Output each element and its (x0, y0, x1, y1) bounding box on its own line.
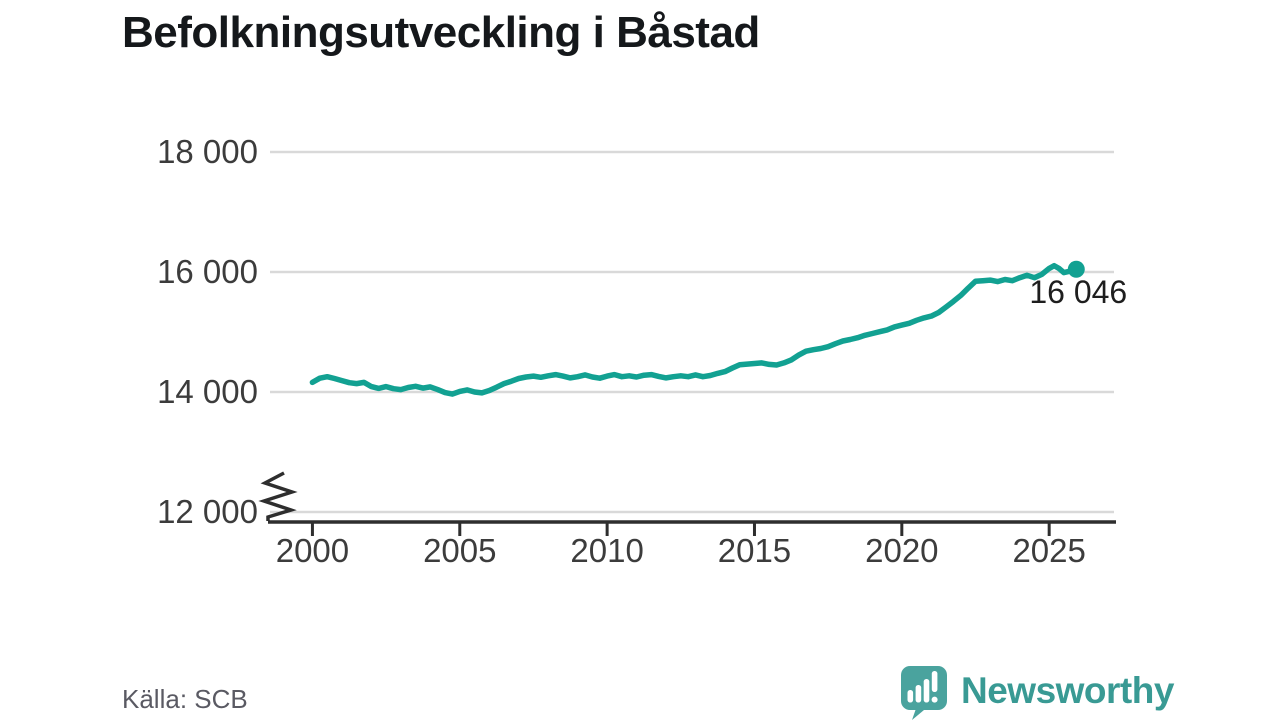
y-tick-label: 14 000 (157, 373, 258, 410)
brand-name: Newsworthy (961, 670, 1174, 711)
bar-tall (923, 679, 930, 703)
chart-title: Befolkningsutveckling i Båstad (122, 8, 760, 57)
x-tick-label: 2020 (865, 532, 938, 569)
newsworthy-speech-bubble-barchart-icon (901, 666, 947, 720)
y-tick-label: 18 000 (157, 133, 258, 170)
x-tick-label: 2010 (570, 532, 643, 569)
bar-medium (915, 685, 922, 703)
x-tick-label: 2025 (1012, 532, 1085, 569)
y-axis-break-icon (258, 471, 298, 521)
population-line (309, 262, 1080, 397)
newsworthy-branding: Newsworthy (897, 664, 1174, 720)
exclamation-dot (931, 696, 938, 703)
source-note: Källa: SCB (122, 684, 248, 714)
x-tick-label: 2005 (423, 532, 496, 569)
x-tick-label: 2015 (718, 532, 791, 569)
last-value-annotation: 16 046 (1029, 274, 1127, 310)
bar-short (907, 690, 914, 703)
x-tick-label: 2000 (276, 532, 349, 569)
exclamation-bar (931, 671, 938, 692)
y-tick-label: 12 000 (157, 493, 258, 530)
y-tick-label: 16 000 (157, 253, 258, 290)
end-point-marker (1067, 260, 1085, 278)
